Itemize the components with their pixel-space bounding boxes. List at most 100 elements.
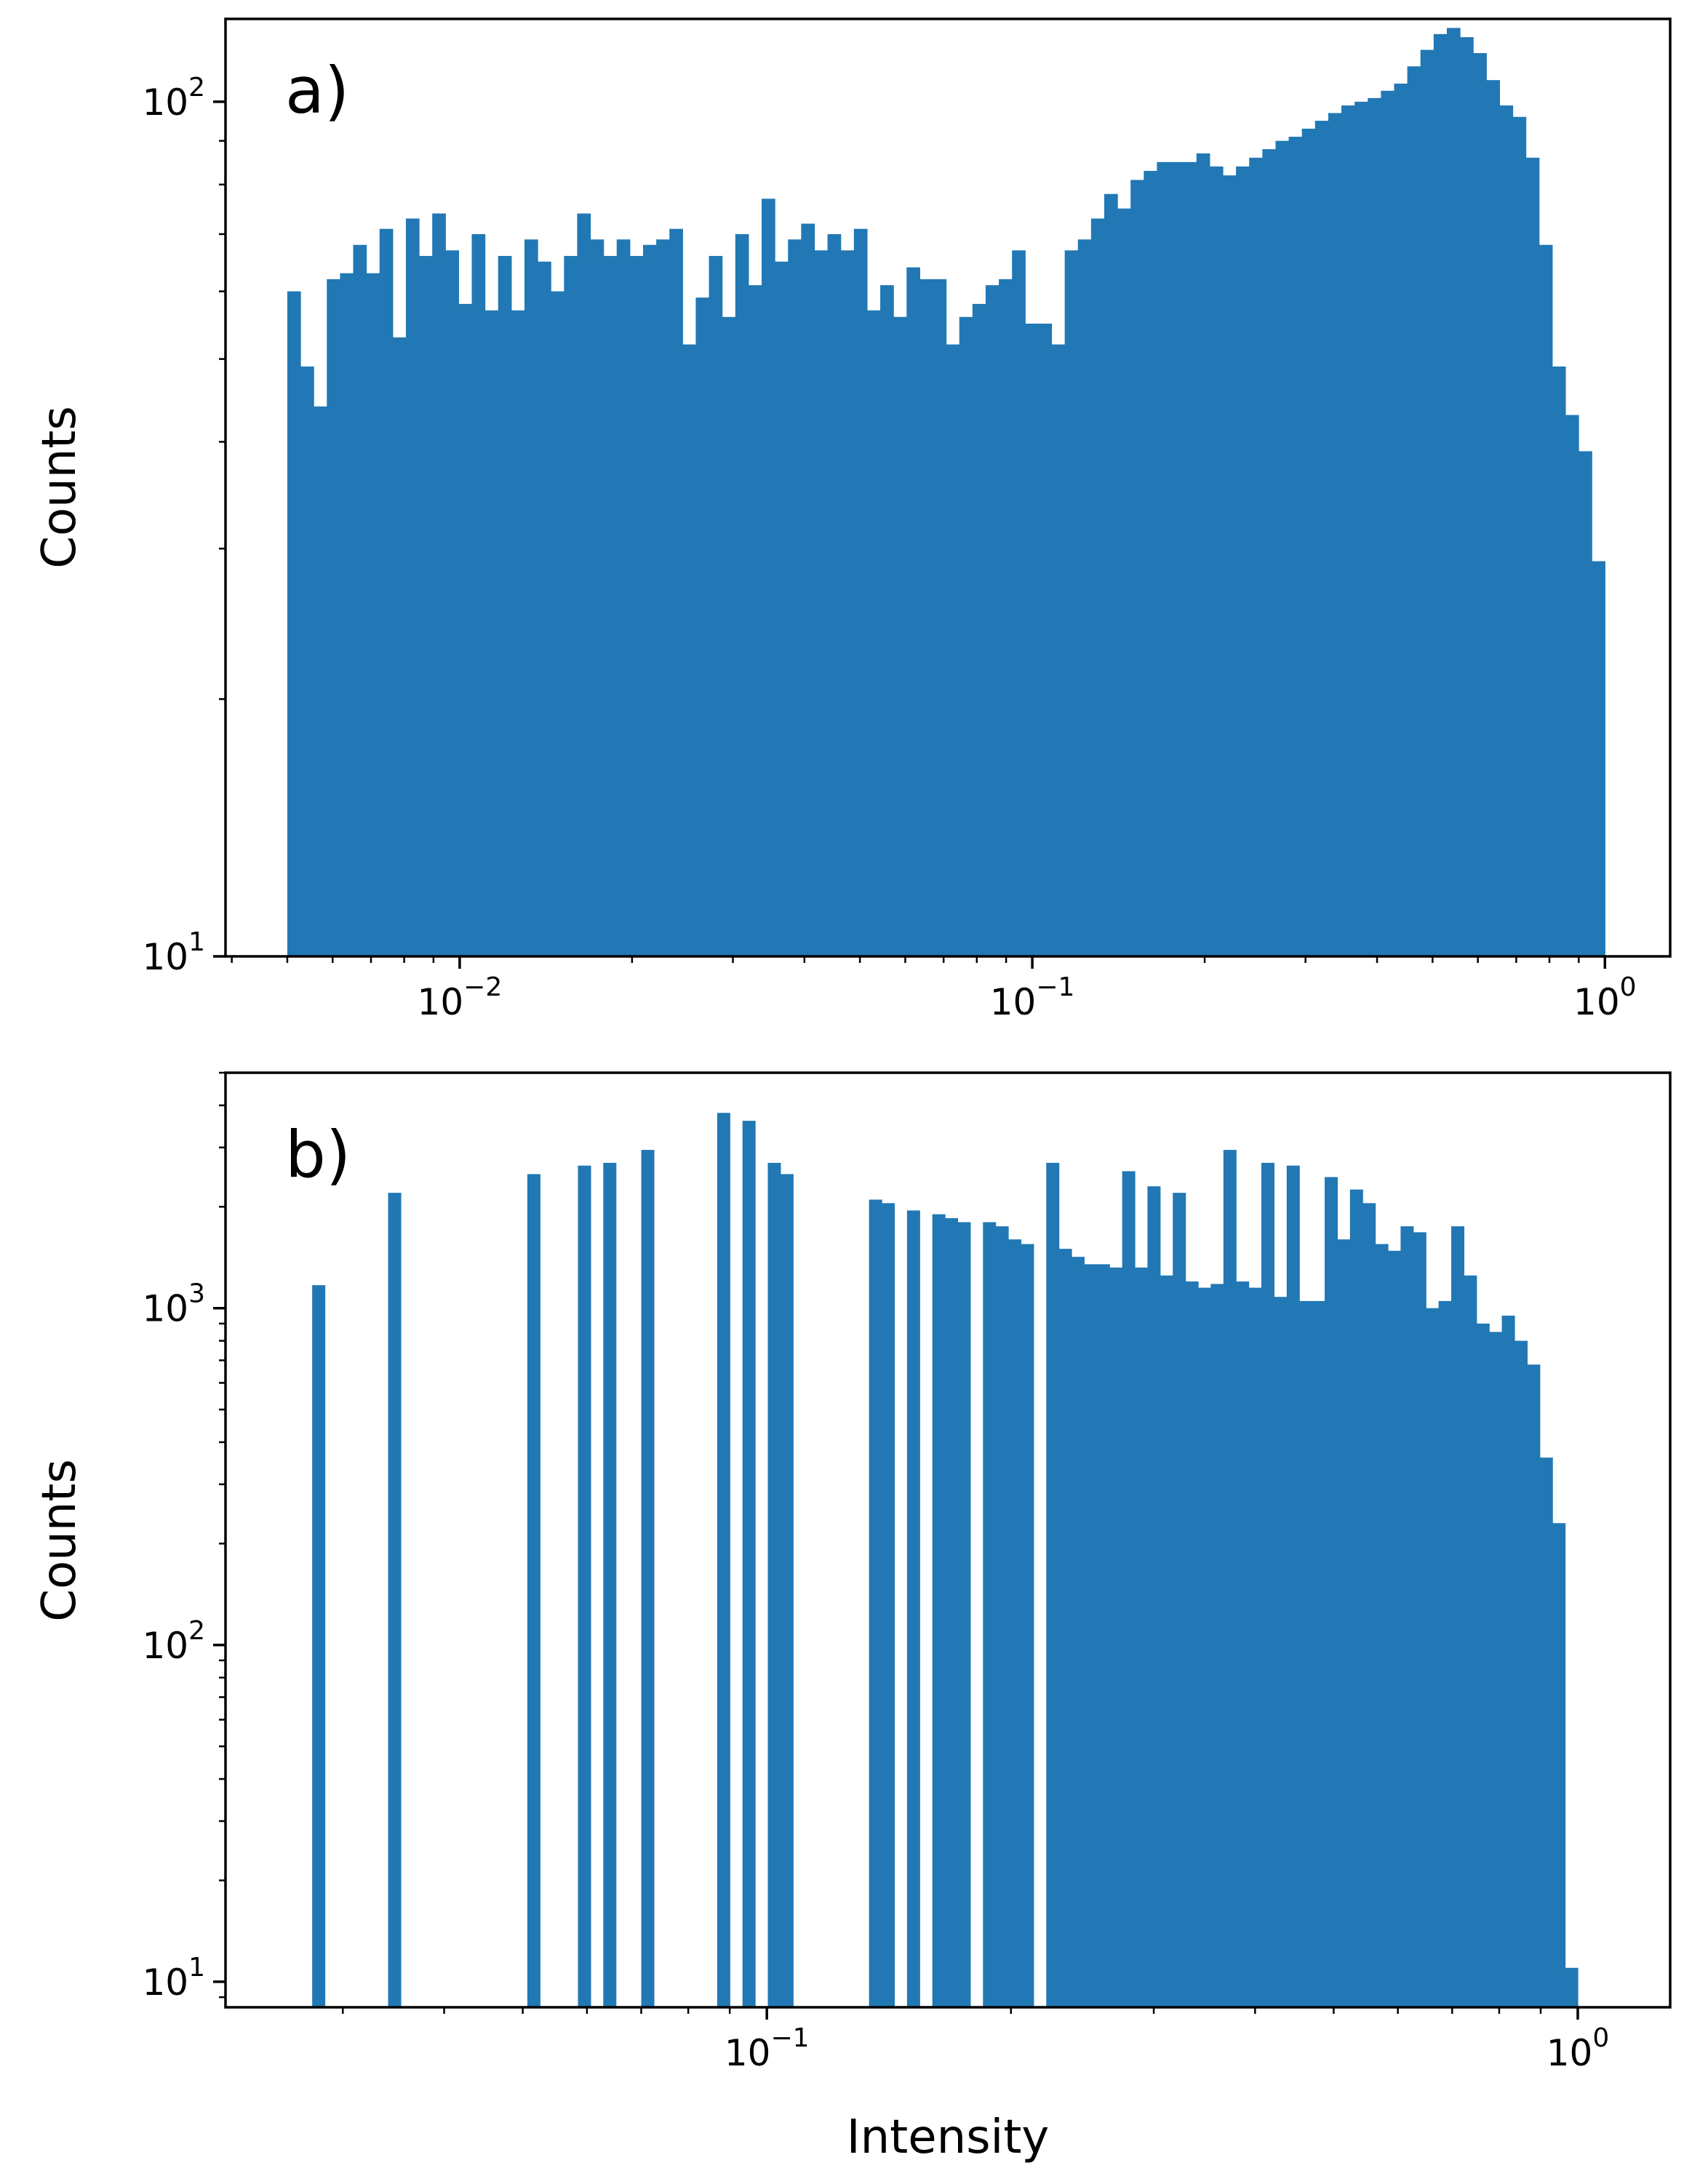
histogram-bar (1130, 180, 1144, 956)
histogram-bar (801, 223, 815, 956)
histogram-bar (869, 1199, 882, 2007)
histogram-bar (1579, 451, 1592, 956)
histogram-bar (919, 279, 934, 957)
histogram-bar (551, 291, 564, 957)
histogram-bar (1038, 323, 1053, 956)
histogram-bar (1349, 1189, 1363, 2007)
histogram-bar (1077, 239, 1092, 956)
histogram-bar (1008, 1239, 1022, 2007)
histogram-bar (972, 303, 986, 956)
histogram-bar (1135, 1267, 1149, 2007)
histogram-bar (775, 261, 789, 957)
histogram-bar (748, 285, 762, 956)
histogram-bar (906, 1210, 920, 2007)
histogram-bar (827, 233, 842, 956)
histogram-bar (1337, 1239, 1351, 2007)
histogram-bar (656, 239, 670, 956)
histogram-bar (1464, 1275, 1477, 2007)
histogram-bar (527, 1174, 540, 2007)
panel-a-histogram: 10−2 10−1 100 101 102 a) Counts (33, 17, 1672, 1023)
histogram-bar (1381, 90, 1395, 956)
histogram-bar (577, 213, 591, 956)
histogram-bar (300, 366, 314, 956)
histogram-bar (866, 310, 881, 956)
histogram-bar (1144, 170, 1158, 957)
histogram-bar (1525, 157, 1540, 957)
histogram-bar (1198, 1287, 1212, 2007)
histogram-bar (1196, 153, 1210, 957)
histogram-bar (1157, 161, 1171, 956)
histogram-bar (388, 1193, 402, 2007)
histogram-bar (603, 1162, 617, 2007)
histogram-bar (1261, 1162, 1275, 2007)
histogram-bar (1025, 323, 1039, 956)
histogram-bar (1299, 1300, 1313, 2007)
histogram-bar (788, 239, 802, 956)
histogram-bar (1388, 1250, 1402, 2007)
histogram-bar (1286, 1165, 1300, 2007)
y-axis-label: Counts (33, 1459, 87, 1621)
histogram-bar (695, 297, 710, 956)
histogram-bar (1446, 28, 1461, 956)
histogram-bar (1325, 1177, 1338, 2007)
histogram-bar (1223, 1150, 1237, 2007)
histogram-bar (643, 244, 657, 956)
panel-label: a) (285, 53, 349, 128)
histogram-bar (1514, 1340, 1528, 2007)
y-tick-label: 102 (142, 1616, 205, 1667)
histogram-bar (1362, 1203, 1376, 2007)
histogram-bar (1021, 1244, 1034, 2007)
histogram-bar (1354, 101, 1368, 956)
histogram-bar (1117, 208, 1131, 957)
histogram-bar (1301, 128, 1316, 956)
x-tick-label: 10−2 (418, 972, 503, 1023)
histogram-bar (1394, 83, 1408, 957)
histogram-bar (946, 344, 960, 956)
histogram-bar (578, 1165, 591, 2007)
histogram-bar (906, 267, 920, 956)
histogram-bar (1426, 1308, 1440, 2007)
y-tick-label: 101 (142, 927, 205, 978)
y-tick-label: 102 (142, 73, 205, 124)
histogram-bar (1539, 244, 1553, 956)
histogram-bar (1473, 53, 1487, 956)
histogram-bar (392, 337, 407, 956)
histogram-bar (840, 250, 855, 956)
histogram-bar (366, 273, 380, 956)
y-tick-label: 103 (142, 1279, 205, 1330)
histogram-bar (511, 310, 525, 956)
histogram-bar (1433, 33, 1448, 957)
histogram-bar (1312, 1300, 1325, 2007)
histogram-bar (471, 233, 486, 956)
histogram-bar (484, 310, 499, 956)
histogram-bar (709, 255, 723, 956)
histogram-bar (1288, 137, 1303, 956)
histogram-bar (312, 1285, 326, 2007)
panel-b-histogram: 10−1 100 101 102 103 b) Counts Intensity (33, 1071, 1672, 2164)
histogram-bar (1104, 193, 1118, 957)
histogram-bar (1407, 66, 1421, 957)
histogram-bar (564, 255, 578, 956)
histogram-bar (945, 1217, 959, 2007)
histogram-bar (1501, 1316, 1515, 2007)
histogram-bar (983, 1222, 997, 2007)
histogram-bar (603, 255, 618, 956)
histogram-bar (1096, 1264, 1110, 2007)
x-tick-label: 10−1 (725, 2023, 810, 2074)
histogram-bar (432, 213, 446, 956)
histogram-bar (780, 1174, 794, 2007)
histogram-bar (1046, 1162, 1060, 2007)
histogram-bar (999, 279, 1013, 957)
histogram-bar (959, 316, 973, 956)
histogram-bar (995, 1226, 1009, 2007)
histogram-bar (1262, 149, 1277, 956)
histogram-bar (353, 244, 367, 956)
x-tick-label: 100 (1573, 972, 1637, 1023)
axes-frame (224, 17, 1672, 958)
histogram-bar (1438, 1300, 1452, 2007)
histogram-bar (742, 1121, 756, 2007)
histogram-bar (287, 291, 301, 957)
histogram-bar (445, 250, 460, 956)
histogram-bar (1552, 1523, 1566, 2007)
histogram-bar (1122, 1171, 1136, 2007)
